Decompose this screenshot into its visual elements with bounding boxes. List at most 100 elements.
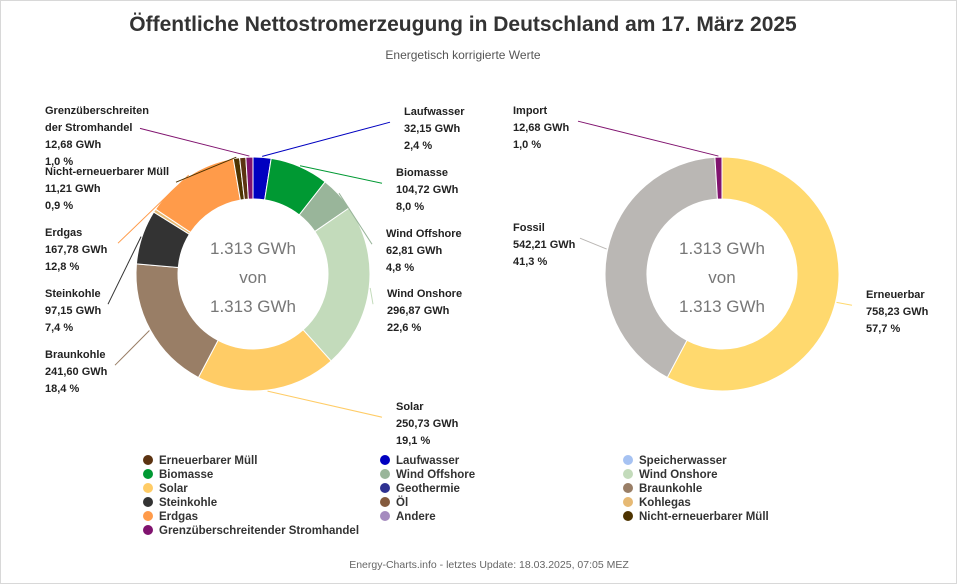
slice-erneuerbar[interactable]: [666, 156, 840, 392]
data-label-line: 8,0 %: [396, 201, 424, 213]
center-total-max: 1.313 GWh: [210, 297, 296, 316]
legend-item-andere[interactable]: Andere: [380, 511, 436, 523]
connector-erdgas: [117, 174, 190, 244]
data-label-line: 12,68 GWh: [45, 139, 102, 151]
legend-item-oel[interactable]: Öl: [380, 496, 408, 509]
legend-label: Wind Offshore: [396, 469, 475, 481]
legend-label: Kohlegas: [639, 497, 691, 509]
legend-marker: [380, 455, 390, 465]
legend-marker: [380, 469, 390, 479]
data-label-line: Nicht-erneuerbarer Müll: [45, 166, 169, 178]
data-label-line: Wind Onshore: [387, 288, 462, 300]
legend-item-grenzueberschreitender-stromhandel[interactable]: Grenzüberschreitender Stromhandel: [143, 525, 359, 537]
legend-item-solar[interactable]: Solar: [143, 483, 188, 495]
data-label-line: 241,60 GWh: [45, 366, 108, 378]
legend-item-erneuerbarer-muell[interactable]: Erneuerbarer Müll: [143, 455, 257, 467]
data-label-wind-onshore: Wind Onshore 296,87 GWh 22,6 %: [387, 288, 462, 334]
connector-fossil: [579, 237, 607, 250]
legend-item-geothermie[interactable]: Geothermie: [380, 483, 460, 495]
legend-label: Speicherwasser: [639, 455, 727, 467]
data-label-line: Braunkohle: [45, 349, 106, 361]
legend-label: Solar: [159, 483, 188, 495]
data-label-line: Laufwasser: [404, 106, 465, 118]
data-label-line: 7,4 %: [45, 322, 73, 334]
slice-grenzueberschreitender-stromhandel[interactable]: [245, 156, 254, 200]
data-label-line: 1,0 %: [45, 156, 73, 168]
data-label-line: Import: [513, 105, 548, 117]
data-label-import: Import 12,68 GWh 1,0 %: [513, 105, 570, 151]
legend-item-braunkohle[interactable]: Braunkohle: [623, 483, 702, 495]
legend-label: Erdgas: [159, 511, 198, 523]
data-label-line: Solar: [396, 401, 424, 413]
category-data-labels: Erneuerbar 758,23 GWh 57,7 % Fossil 542,21 G…: [513, 105, 929, 335]
legend-label: Nicht-erneuerbarer Müll: [639, 511, 769, 523]
connector-import: [577, 120, 719, 157]
connector-erneuerbar: [836, 301, 853, 306]
legend-marker: [623, 469, 633, 479]
legend-marker: [380, 511, 390, 521]
data-label-line: 2,4 %: [404, 140, 432, 152]
data-label-line: 104,72 GWh: [396, 184, 459, 196]
legend-item-biomasse[interactable]: Biomasse: [143, 469, 213, 481]
legend-marker: [143, 469, 153, 479]
data-label-line: 22,6 %: [387, 322, 421, 334]
data-label-solar: Solar 250,73 GWh 19,1 %: [396, 401, 459, 447]
legend-label: Geothermie: [396, 483, 460, 495]
legend-label: Laufwasser: [396, 455, 460, 467]
legend-marker: [623, 483, 633, 493]
data-label-line: Fossil: [513, 222, 545, 234]
category-center-text: 1.313 GWh von 1.313 GWh: [679, 239, 765, 316]
legend-item-wind-onshore[interactable]: Wind Onshore: [623, 469, 717, 481]
legend-marker: [143, 455, 153, 465]
legend-item-erdgas[interactable]: Erdgas: [143, 511, 198, 523]
connector-braunkohle: [114, 330, 150, 366]
data-label-line: 97,15 GWh: [45, 305, 102, 317]
data-label-line: 4,8 %: [386, 262, 414, 274]
legend-item-speicherwasser[interactable]: Speicherwasser: [623, 455, 727, 467]
category-donut: [604, 156, 840, 392]
legend-item-laufwasser[interactable]: Laufwasser: [380, 455, 460, 467]
slice-solar[interactable]: [197, 329, 332, 392]
slice-fossil[interactable]: [604, 156, 718, 379]
data-label-line: 12,8 %: [45, 261, 79, 273]
data-label-erdgas: Erdgas 167,78 GWh 12,8 %: [45, 227, 108, 273]
legend-marker: [143, 483, 153, 493]
data-label-laufwasser: Laufwasser 32,15 GWh 2,4 %: [404, 106, 465, 152]
data-label-line: 41,3 %: [513, 256, 547, 268]
data-label-line: Biomasse: [396, 167, 448, 179]
legend-item-wind-offshore[interactable]: Wind Offshore: [380, 469, 475, 481]
legend-label: Braunkohle: [639, 483, 702, 495]
data-label-line: 0,9 %: [45, 200, 73, 212]
data-label-fossil: Fossil 542,21 GWh 41,3 %: [513, 222, 576, 268]
legend-item-nicht-erneuerbarer-muell[interactable]: Nicht-erneuerbarer Müll: [623, 511, 769, 523]
slice-wind-onshore[interactable]: [302, 207, 371, 362]
data-label-line: 542,21 GWh: [513, 239, 576, 251]
data-label-line: 12,68 GWh: [513, 122, 570, 134]
data-label-line: 62,81 GWh: [386, 245, 443, 257]
data-label-line: 167,78 GWh: [45, 244, 108, 256]
data-label-line: 18,4 %: [45, 383, 79, 395]
legend-item-kohlegas[interactable]: Kohlegas: [623, 497, 691, 509]
data-label-grenzueberschreitender-stromhandel: Grenzüberschreiten der Stromhandel 12,68 G…: [45, 105, 149, 168]
legend-label: Erneuerbarer Müll: [159, 455, 257, 467]
data-label-line: 250,73 GWh: [396, 418, 459, 430]
center-of: von: [239, 268, 266, 287]
legend: Erneuerbarer Müll Laufwasser Speicherwasse…: [143, 455, 769, 537]
chart-title: Öffentliche Nettostromerzeugung in Deuts…: [129, 13, 797, 36]
connector-nicht-erneuerbarer-muell: [175, 156, 237, 183]
generation-data-labels: Laufwasser 32,15 GWh 2,4 % Biomasse 104,72 G…: [45, 105, 465, 447]
generation-center-text: 1.313 GWh von 1.313 GWh: [210, 239, 296, 316]
credits: Energy-Charts.info - letztes Update: 18.…: [349, 559, 629, 571]
data-label-wind-offshore: Wind Offshore 62,81 GWh 4,8 %: [386, 228, 462, 274]
legend-marker: [143, 497, 153, 507]
slice-import[interactable]: [714, 156, 723, 200]
data-label-line: 11,21 GWh: [45, 183, 101, 195]
legend-marker: [143, 511, 153, 521]
legend-marker: [380, 483, 390, 493]
data-label-line: der Stromhandel: [45, 122, 132, 134]
data-label-line: Erneuerbar: [866, 289, 925, 301]
legend-item-steinkohle[interactable]: Steinkohle: [143, 497, 217, 509]
legend-marker: [623, 497, 633, 507]
slice-braunkohle[interactable]: [135, 263, 219, 379]
